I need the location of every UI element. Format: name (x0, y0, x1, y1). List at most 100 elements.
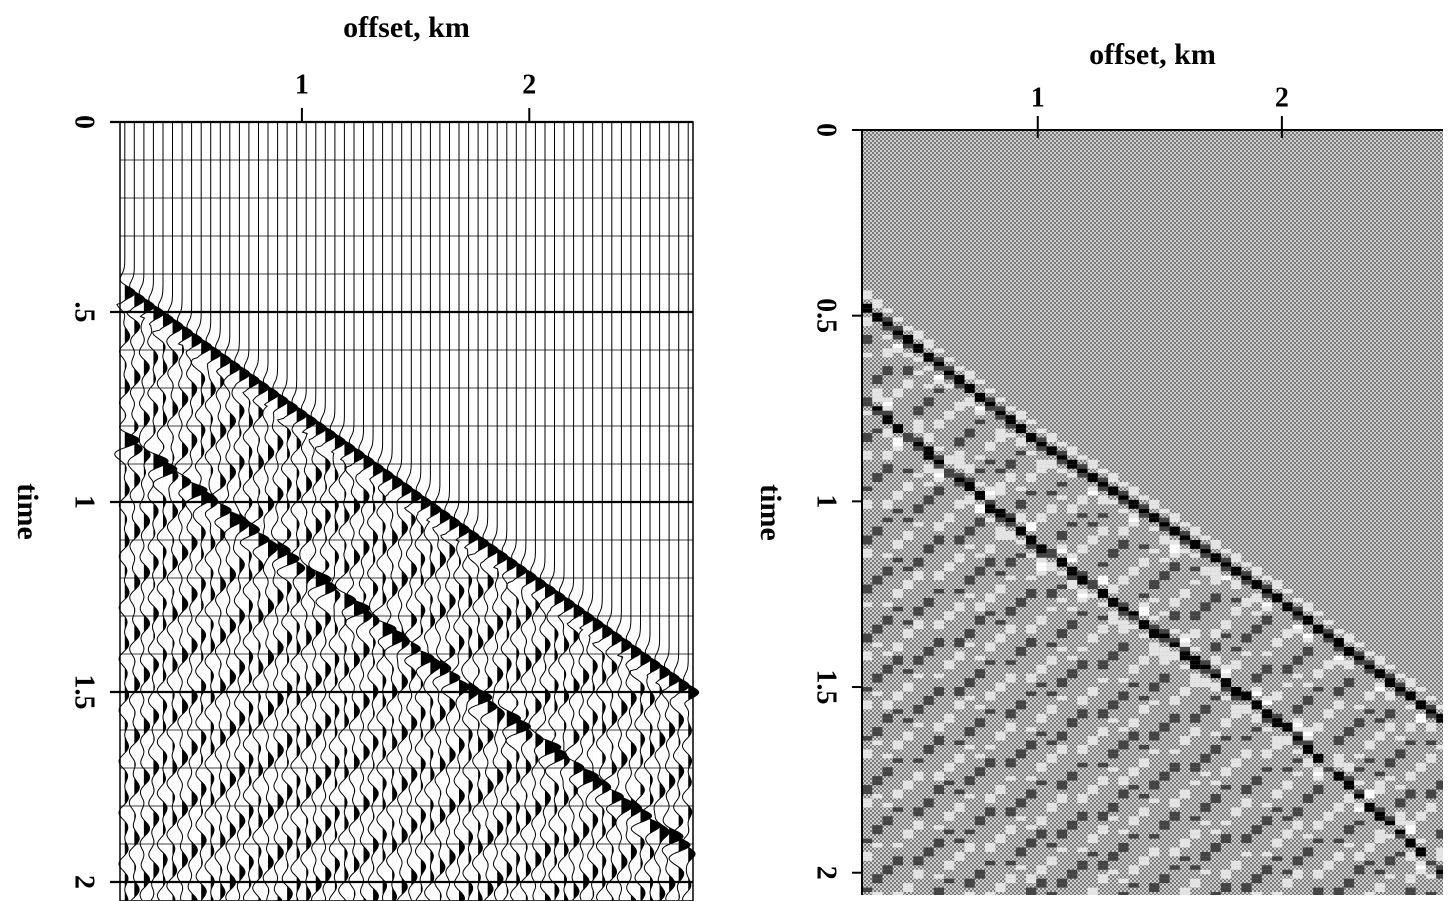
cell (974, 406, 986, 411)
cell (1292, 660, 1303, 665)
cell (954, 606, 965, 612)
cell (1046, 892, 1057, 895)
cell (1138, 495, 1150, 500)
cell (882, 410, 893, 416)
cell (944, 878, 955, 884)
cell (1026, 433, 1037, 438)
cell (1251, 593, 1262, 598)
cell (985, 798, 996, 803)
cell (882, 352, 893, 358)
cell (1210, 575, 1221, 581)
cell (1241, 580, 1252, 585)
cell (1405, 878, 1416, 884)
cell (1220, 785, 1232, 790)
cell (1118, 642, 1129, 647)
cell (1282, 785, 1293, 790)
cell (933, 727, 945, 732)
cell (1036, 566, 1047, 572)
cell (1097, 660, 1109, 665)
cell (1077, 548, 1088, 554)
cell (995, 490, 1006, 496)
cell (1374, 869, 1385, 875)
cell (1231, 865, 1242, 870)
trace (276, 122, 300, 901)
cell (1425, 793, 1437, 799)
cell (1056, 468, 1068, 474)
cell (923, 495, 934, 500)
cell (1097, 811, 1109, 817)
cell (1241, 887, 1252, 893)
cell (933, 789, 945, 794)
cell (1118, 482, 1129, 487)
cell (944, 860, 955, 866)
cell (1169, 638, 1180, 643)
trace (668, 122, 691, 901)
cell (1210, 566, 1221, 572)
cell (1097, 829, 1109, 835)
cell (954, 366, 965, 371)
trace-fill (535, 122, 546, 901)
cell (1149, 731, 1160, 737)
cell (1231, 860, 1242, 866)
cell (985, 642, 996, 647)
cell (985, 397, 996, 402)
cell (1190, 531, 1201, 536)
cell (1425, 892, 1437, 895)
cell (1343, 829, 1355, 835)
cell (882, 321, 893, 327)
cell (1231, 762, 1242, 768)
trace (615, 122, 635, 901)
cell (1056, 749, 1068, 754)
cell (1436, 869, 1443, 875)
cell (872, 406, 883, 411)
cell (1395, 851, 1406, 857)
cell (1333, 655, 1344, 661)
cell (1415, 865, 1426, 870)
event-marks (862, 290, 1443, 895)
cell (1333, 762, 1344, 768)
cell (1108, 816, 1119, 821)
cell (1169, 802, 1180, 808)
cell (1026, 526, 1037, 532)
cell (1292, 758, 1303, 763)
cell (1159, 673, 1170, 679)
cell (1292, 731, 1303, 737)
cell (944, 664, 955, 670)
cell (1046, 740, 1057, 745)
cell (923, 700, 934, 705)
cell (974, 455, 986, 460)
cell (1333, 802, 1344, 808)
cell (954, 700, 965, 705)
cell (1026, 544, 1037, 549)
cell (1159, 517, 1170, 523)
trace (467, 122, 493, 901)
cell (995, 687, 1006, 692)
cell (892, 758, 904, 763)
cell (913, 811, 924, 817)
cell (1128, 669, 1139, 674)
cell (923, 437, 934, 442)
cell (913, 820, 924, 826)
trace (355, 122, 375, 901)
cell (1261, 606, 1273, 612)
cell (1087, 892, 1098, 895)
cell (1087, 477, 1098, 483)
cell (882, 317, 893, 322)
cell (1333, 758, 1344, 763)
cell (995, 397, 1006, 402)
trace (396, 122, 413, 901)
cell (872, 793, 883, 799)
cell (923, 464, 934, 469)
cell (1036, 615, 1047, 621)
cell (964, 401, 975, 407)
cell (1282, 606, 1293, 612)
cell (1220, 838, 1232, 844)
cell (1251, 878, 1262, 884)
cell (1292, 615, 1303, 621)
cell (1261, 727, 1273, 732)
cell (1159, 878, 1170, 884)
cell (1026, 450, 1037, 456)
cell (933, 722, 945, 728)
cell (1005, 825, 1016, 830)
cell (892, 606, 904, 612)
